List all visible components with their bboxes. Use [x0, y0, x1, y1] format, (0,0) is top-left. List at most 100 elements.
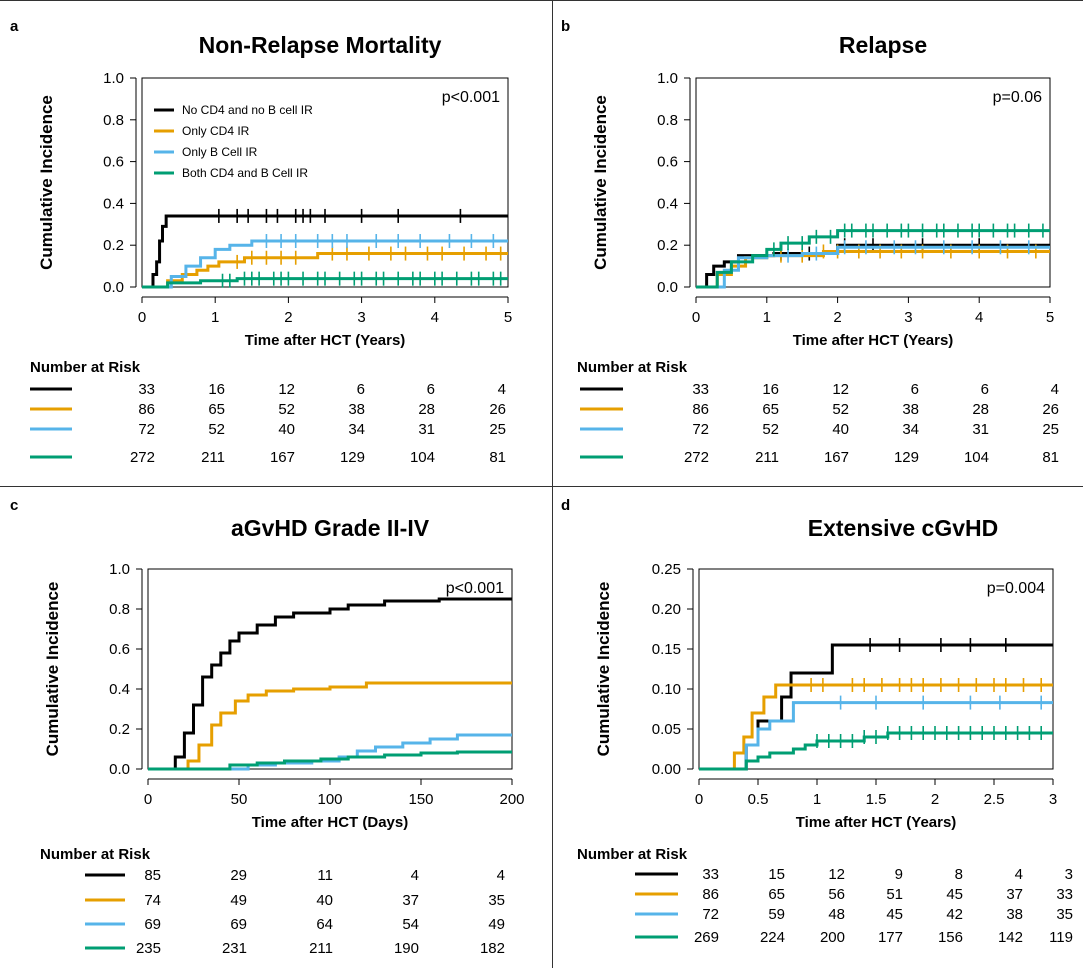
risk-value: 52 — [208, 421, 225, 438]
risk-value: 104 — [410, 449, 435, 466]
risk-value: 40 — [316, 892, 333, 909]
risk-value: 6 — [981, 381, 989, 398]
x-tick-label: 5 — [504, 309, 512, 326]
x-tick-label: 3 — [1049, 791, 1057, 808]
risk-value: 64 — [316, 916, 333, 933]
panel-b: b Relapse 0 1 2 3 4 5 0.0 0.2 0.4 0.6 0.8 1.0 Time a… — [553, 0, 1083, 486]
risk-value: 74 — [144, 892, 161, 909]
risk-value: 12 — [828, 866, 845, 883]
x-tick-label: 0 — [695, 791, 703, 808]
x-tick-label: 1 — [211, 309, 219, 326]
risk-value: 42 — [946, 906, 963, 923]
risk-value: 6 — [357, 381, 365, 398]
risk-value: 16 — [208, 381, 225, 398]
risk-value: 54 — [402, 916, 419, 933]
series-line — [148, 681, 512, 771]
series-line — [148, 597, 512, 771]
risk-value: 25 — [1042, 421, 1059, 438]
risk-value: 56 — [828, 886, 845, 903]
risk-value: 85 — [144, 867, 161, 884]
x-tick-label: 5 — [1046, 309, 1054, 326]
risk-value: 29 — [230, 867, 247, 884]
plot-frame — [141, 77, 509, 288]
series-line — [696, 229, 1050, 289]
panel-a: a Non-Relapse Mortality 0 1 2 3 4 5 0.0 0.2 0.4 0… — [0, 0, 552, 486]
risk-value: 4 — [411, 867, 419, 884]
risk-value: 4 — [1051, 381, 1059, 398]
x-tick-label: 0.5 — [748, 791, 769, 808]
risk-value: 86 — [692, 401, 709, 418]
risk-value: 81 — [1042, 449, 1059, 466]
risk-value: 167 — [824, 449, 849, 466]
risk-value: 52 — [278, 401, 295, 418]
y-tick-label: 0.6 — [657, 154, 678, 171]
y-tick-label: 0.05 — [652, 721, 681, 738]
risk-value: 65 — [208, 401, 225, 418]
y-tick-label: 0.8 — [103, 112, 124, 129]
risk-value: 33 — [1056, 886, 1073, 903]
legend-label: Only B Cell IR — [182, 145, 258, 159]
y-tick-label: 0.4 — [657, 195, 678, 212]
risk-value: 12 — [832, 381, 849, 398]
panel-letter: a — [10, 18, 19, 35]
series-3 — [696, 240, 1050, 289]
risk-value: 235 — [136, 940, 161, 957]
risk-value: 69 — [144, 916, 161, 933]
risk-value: 86 — [138, 401, 155, 418]
series-4 — [696, 223, 1050, 289]
panel-letter: c — [10, 497, 19, 514]
risk-value: 72 — [692, 421, 709, 438]
p-value: p<0.001 — [442, 89, 500, 106]
risk-value: 272 — [130, 449, 155, 466]
risk-value: 3 — [1065, 866, 1073, 883]
panel-letter: b — [561, 18, 571, 35]
y-tick-label: 1.0 — [657, 70, 678, 87]
x-tick-label: 0 — [144, 791, 152, 808]
risk-value: 49 — [230, 892, 247, 909]
y-tick-label: 0.2 — [657, 237, 678, 254]
y-axis-label: Cumulative Incidence — [43, 582, 62, 757]
risk-header: Number at Risk — [577, 359, 688, 376]
x-tick-label: 0 — [692, 309, 700, 326]
risk-value: 11 — [317, 867, 333, 884]
y-tick-label: 0.0 — [109, 761, 130, 778]
series-2 — [699, 678, 1053, 771]
x-axis-label: Time after HCT (Years) — [793, 332, 954, 349]
y-tick-label: 0.20 — [652, 601, 681, 618]
y-tick-label: 0.0 — [103, 279, 124, 296]
y-tick-label: 0.4 — [109, 681, 130, 698]
risk-value: 31 — [418, 421, 435, 438]
risk-value: 190 — [394, 940, 419, 957]
risk-value: 33 — [692, 381, 709, 398]
legend-label: No CD4 and no B cell IR — [182, 103, 313, 117]
series-4 — [142, 271, 508, 289]
risk-value: 38 — [348, 401, 365, 418]
x-axis-label: Time after HCT (Years) — [245, 332, 406, 349]
risk-value: 129 — [894, 449, 919, 466]
x-tick-label: 4 — [975, 309, 983, 326]
risk-value: 8 — [955, 866, 963, 883]
x-tick-label: 2 — [931, 791, 939, 808]
x-axis-label: Time after HCT (Days) — [252, 814, 408, 831]
x-tick-label: 2 — [833, 309, 841, 326]
y-tick-label: 0.6 — [109, 641, 130, 658]
risk-value: 200 — [820, 929, 845, 946]
x-tick-label: 1.5 — [866, 791, 887, 808]
y-tick-label: 0.2 — [109, 721, 130, 738]
y-tick-label: 0.2 — [103, 237, 124, 254]
x-tick-label: 0 — [138, 309, 146, 326]
risk-value: 40 — [278, 421, 295, 438]
legend-label: Both CD4 and B Cell IR — [182, 166, 308, 180]
risk-value: 9 — [895, 866, 903, 883]
y-tick-label: 0.0 — [657, 279, 678, 296]
y-tick-label: 0.25 — [652, 561, 681, 578]
risk-value: 25 — [489, 421, 506, 438]
risk-value: 156 — [938, 929, 963, 946]
risk-value: 59 — [768, 906, 785, 923]
risk-value: 6 — [911, 381, 919, 398]
x-tick-label: 1 — [763, 309, 771, 326]
risk-value: 31 — [972, 421, 989, 438]
series-4 — [699, 726, 1053, 771]
chart-svg: 0 50 100 150 200 0.0 0.2 0.4 0.6 0.8 1.0 Time after… — [40, 561, 525, 957]
